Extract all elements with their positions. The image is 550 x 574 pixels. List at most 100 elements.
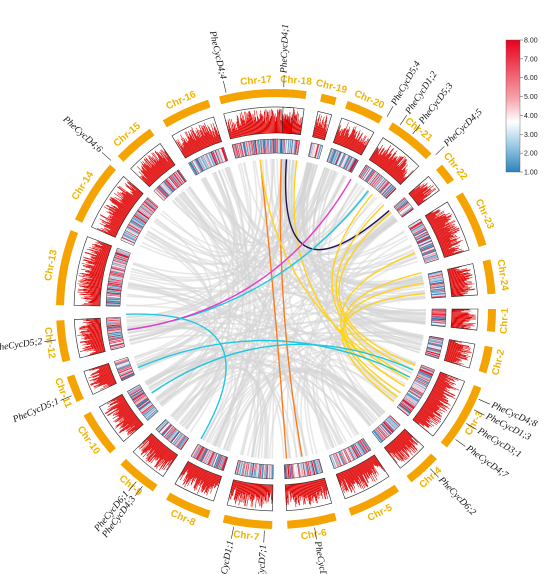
density-bar bbox=[381, 154, 392, 169]
density-bar bbox=[159, 447, 168, 458]
gene-label: PheCycD1;1 bbox=[217, 540, 236, 574]
density-bar bbox=[451, 323, 475, 327]
heatmap-cell bbox=[338, 451, 345, 465]
heatmap-cell bbox=[361, 167, 371, 180]
density-bar bbox=[124, 183, 141, 197]
density-bar bbox=[448, 342, 470, 347]
heatmap-cell bbox=[383, 185, 394, 197]
density-bar bbox=[158, 160, 167, 172]
background-link bbox=[170, 176, 235, 417]
heatmap-cell bbox=[121, 238, 135, 245]
color-scale-ticks: 8.007.006.005.004.003.002.001.00 bbox=[520, 38, 538, 177]
heatmap-cell bbox=[106, 292, 121, 295]
density-bar bbox=[411, 182, 428, 197]
chromosome-chr-12 bbox=[56, 320, 71, 363]
heatmap-cell bbox=[288, 139, 291, 154]
heatmap-cell bbox=[329, 149, 335, 163]
density-bar bbox=[298, 124, 301, 135]
heatmap-cell bbox=[116, 250, 130, 256]
heatmap-cell bbox=[113, 259, 127, 264]
density-bar bbox=[344, 471, 352, 488]
density-bar bbox=[451, 319, 469, 322]
density-bar bbox=[386, 155, 401, 173]
heatmap-cell bbox=[203, 450, 211, 464]
density-bar bbox=[91, 300, 101, 302]
density-bar bbox=[244, 482, 249, 507]
density-bar bbox=[148, 439, 159, 451]
density-bar bbox=[399, 433, 412, 446]
density-bar bbox=[314, 117, 320, 138]
density-bar bbox=[379, 148, 393, 167]
density-bar bbox=[446, 351, 467, 358]
density-bar bbox=[438, 234, 451, 241]
density-bar bbox=[126, 185, 141, 198]
density-bar bbox=[261, 114, 264, 134]
density-bar bbox=[295, 123, 298, 135]
heatmap-cell bbox=[116, 362, 130, 369]
heatmap-cell bbox=[397, 406, 409, 416]
heatmap-cell bbox=[108, 279, 123, 283]
heatmap-cell bbox=[364, 169, 374, 181]
gene-leader-line bbox=[412, 124, 421, 135]
density-bar bbox=[417, 413, 434, 427]
density-bar bbox=[422, 406, 434, 414]
density-bar bbox=[204, 472, 213, 494]
heatmap-cell bbox=[412, 384, 425, 393]
density-bar bbox=[260, 110, 263, 134]
density-bar bbox=[143, 438, 158, 454]
heatmap-cell bbox=[409, 220, 422, 229]
heatmap-cell bbox=[417, 237, 431, 244]
density-bar bbox=[183, 137, 193, 155]
density-bar bbox=[313, 119, 318, 138]
density-bar bbox=[412, 185, 428, 199]
heatmap-cell bbox=[121, 237, 135, 244]
heatmap-cell bbox=[428, 341, 443, 346]
heatmap-cell bbox=[133, 393, 146, 403]
heatmap-cell bbox=[397, 202, 410, 213]
heatmap-cell bbox=[130, 389, 143, 398]
density-bar bbox=[104, 228, 117, 235]
chromosome-label: Chr-24 bbox=[495, 259, 511, 292]
density-bar bbox=[302, 482, 306, 498]
density-bar bbox=[444, 250, 464, 258]
chromosome-chr-7 bbox=[222, 514, 273, 529]
density-bar bbox=[398, 434, 417, 453]
heatmap-cell bbox=[345, 448, 353, 462]
density-bar bbox=[92, 348, 105, 352]
density-bar bbox=[425, 212, 434, 218]
heatmap-cell bbox=[109, 341, 124, 346]
color-scale-tick-label: 6.00 bbox=[524, 75, 538, 82]
density-bar bbox=[258, 484, 261, 501]
density-bar bbox=[369, 147, 379, 161]
heatmap-cell bbox=[107, 287, 122, 290]
heatmap-cell bbox=[357, 441, 366, 454]
density-bar bbox=[190, 467, 200, 486]
heatmap-cell bbox=[375, 428, 386, 440]
heatmap-cell bbox=[349, 446, 357, 460]
density-bar bbox=[412, 186, 428, 199]
heatmap-cell bbox=[216, 455, 223, 469]
density-bar bbox=[427, 398, 448, 411]
density-bar bbox=[441, 246, 452, 251]
density-bar bbox=[398, 177, 404, 183]
heatmap-cell bbox=[106, 321, 121, 324]
density-bar bbox=[434, 223, 456, 234]
heatmap-cell bbox=[415, 377, 429, 385]
heatmap-cell bbox=[110, 269, 125, 274]
density-bar bbox=[359, 138, 369, 155]
density-bar bbox=[92, 247, 110, 254]
heatmap-cell bbox=[250, 463, 254, 478]
heatmap-cell bbox=[156, 419, 167, 431]
heatmap-cell bbox=[360, 166, 370, 179]
density-bar bbox=[146, 165, 159, 179]
density-bar bbox=[385, 156, 398, 172]
density-bar bbox=[250, 483, 254, 500]
density-bar bbox=[279, 109, 281, 134]
density-bar bbox=[99, 371, 112, 377]
density-bar bbox=[283, 113, 285, 134]
density-bar bbox=[249, 483, 253, 499]
heatmap-cell bbox=[191, 161, 199, 174]
heatmap-cell bbox=[394, 198, 406, 209]
density-bar bbox=[444, 358, 464, 365]
background-link bbox=[141, 170, 336, 265]
